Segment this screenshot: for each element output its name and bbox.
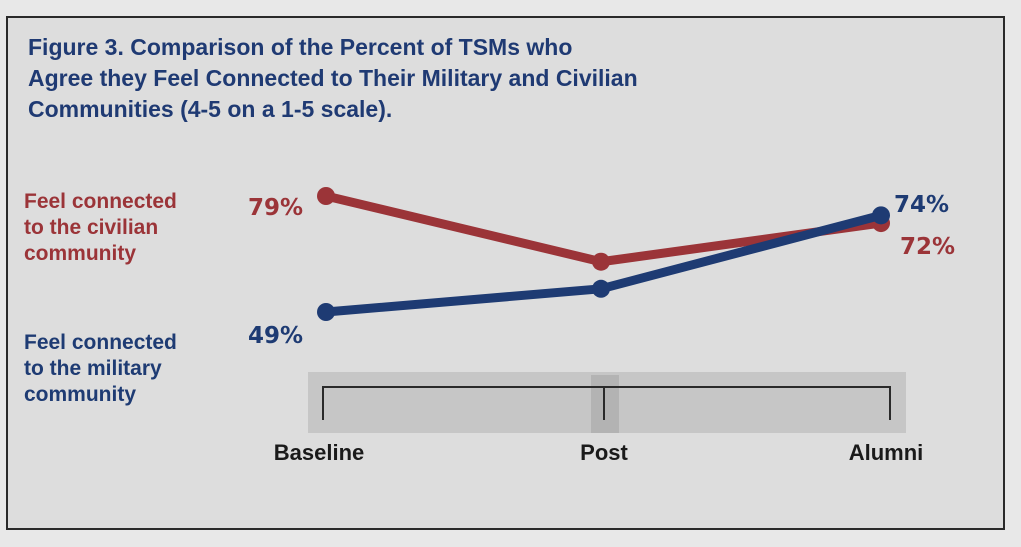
chart-panel: [6, 16, 1005, 530]
chart-title-line-1: Figure 3. Comparison of the Percent of T…: [28, 34, 573, 60]
legend-civilian-line-1: Feel connected: [24, 190, 177, 213]
chart-title-line-2: Agree they Feel Connected to Their Milit…: [28, 65, 638, 91]
data-label-civilian-baseline: 79%: [248, 195, 303, 221]
point-military-post: [592, 279, 610, 298]
legend-military: Feel connected to the military community: [24, 330, 224, 408]
legend-military-line-2: to the military: [24, 357, 162, 380]
point-military-baseline: [317, 303, 335, 321]
legend-civilian-line-2: to the civilian: [24, 216, 159, 239]
chart-title-line-3: Communities (4-5 on a 1-5 scale).: [28, 96, 393, 122]
x-tick-label-post: Post: [580, 440, 628, 465]
legend-civilian-line-3: community: [24, 242, 137, 265]
point-civilian-baseline: [317, 187, 335, 205]
data-label-military-alumni: 74%: [894, 192, 949, 218]
data-label-military-baseline: 49%: [248, 323, 303, 349]
legend-civilian: Feel connected to the civilian community: [24, 189, 224, 267]
x-tick-label-baseline: Baseline: [274, 440, 365, 465]
legend-military-line-3: community: [24, 383, 137, 406]
point-civilian-post: [592, 252, 610, 271]
series-line-civilian: [321, 191, 886, 267]
x-tick-label-alumni: Alumni: [849, 440, 924, 465]
chart-title: Figure 3. Comparison of the Percent of T…: [28, 32, 808, 125]
legend-military-line-1: Feel connected: [24, 331, 177, 354]
data-label-civilian-alumni: 72%: [900, 234, 955, 260]
point-military-alumni: [872, 206, 890, 225]
x-axis-bracket: [322, 386, 891, 420]
